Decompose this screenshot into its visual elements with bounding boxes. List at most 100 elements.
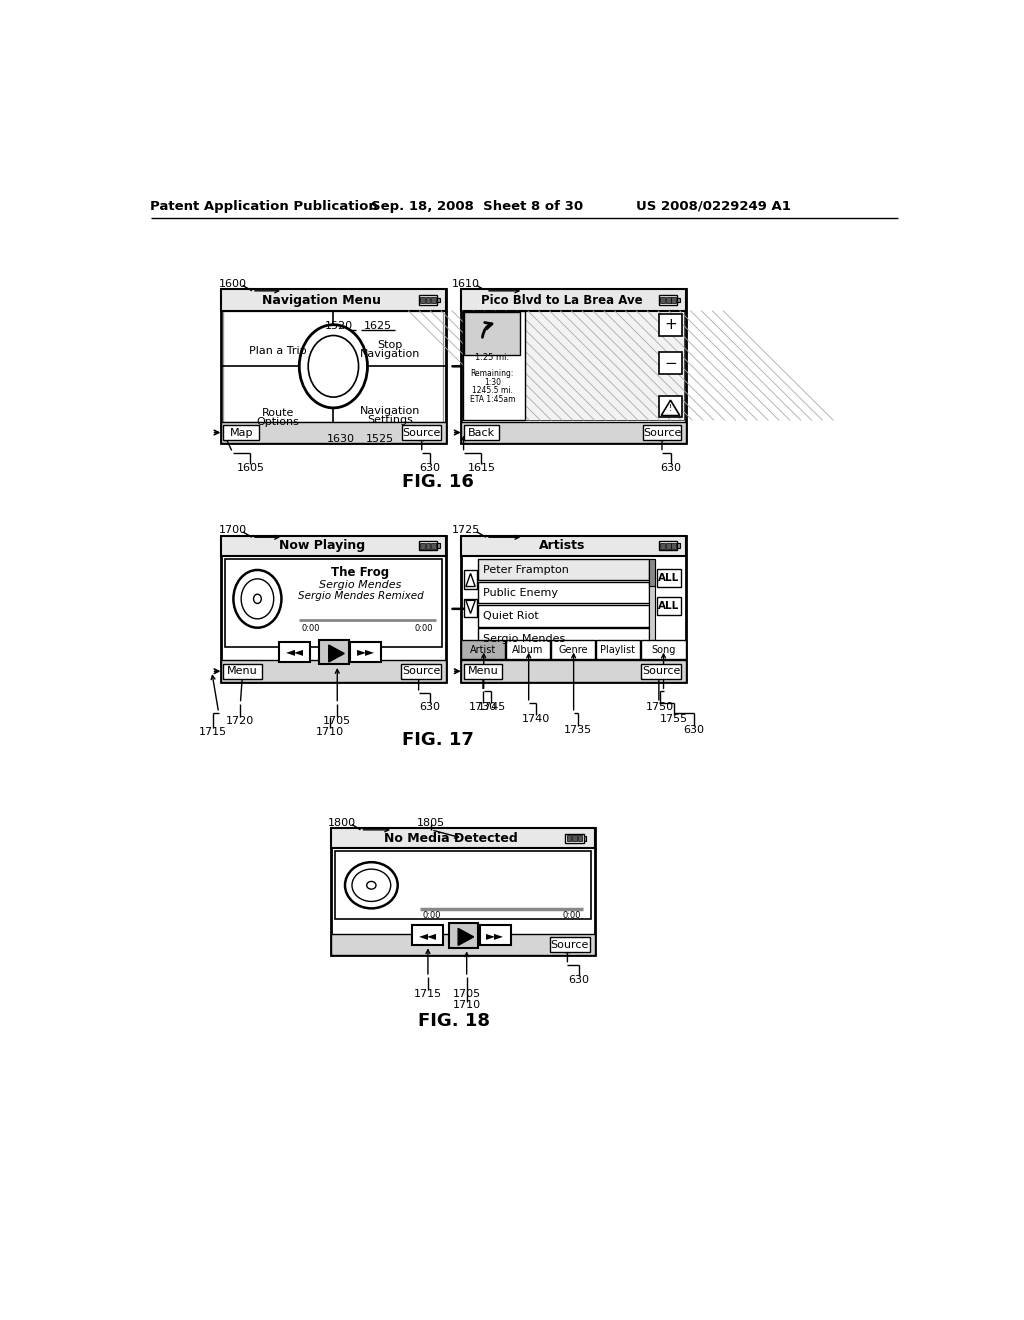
- Text: 630: 630: [683, 725, 705, 735]
- Text: Source: Source: [643, 428, 681, 437]
- Bar: [666, 297, 671, 304]
- Text: 630: 630: [660, 463, 681, 473]
- Text: 1710: 1710: [315, 727, 344, 737]
- Bar: [658, 352, 682, 374]
- Text: Source: Source: [402, 428, 441, 437]
- Ellipse shape: [345, 862, 397, 908]
- Text: Options: Options: [256, 417, 299, 426]
- Bar: [656, 569, 681, 587]
- Text: 1630: 1630: [327, 434, 355, 445]
- Text: 1600: 1600: [219, 279, 247, 289]
- Text: 1:30: 1:30: [483, 378, 501, 387]
- Bar: [478, 582, 649, 603]
- Text: 1745: 1745: [477, 702, 506, 711]
- Text: ◄◄: ◄◄: [286, 645, 304, 659]
- Ellipse shape: [233, 570, 282, 628]
- Text: ►►: ►►: [357, 645, 375, 659]
- Bar: [419, 541, 437, 550]
- Text: 1605: 1605: [237, 463, 264, 473]
- Text: 1725: 1725: [452, 525, 480, 536]
- Bar: [420, 297, 425, 304]
- Bar: [331, 933, 595, 956]
- Text: Playlist: Playlist: [600, 644, 635, 655]
- Text: Public Enemy: Public Enemy: [483, 587, 558, 598]
- Bar: [649, 558, 655, 651]
- Text: Song: Song: [651, 644, 676, 655]
- Bar: [656, 597, 681, 615]
- Ellipse shape: [299, 325, 368, 408]
- Bar: [431, 297, 435, 304]
- Text: FIG. 18: FIG. 18: [418, 1012, 489, 1030]
- Text: 1245.5 mi.: 1245.5 mi.: [472, 387, 513, 396]
- Bar: [565, 834, 584, 843]
- Text: ◄◄: ◄◄: [419, 929, 437, 942]
- Text: Menu: Menu: [468, 667, 499, 676]
- Bar: [350, 642, 381, 663]
- Text: Plan a Trip: Plan a Trip: [249, 346, 306, 356]
- Bar: [331, 829, 595, 956]
- Bar: [221, 422, 445, 444]
- Ellipse shape: [367, 882, 376, 890]
- Ellipse shape: [308, 335, 358, 397]
- Text: FIG. 17: FIG. 17: [402, 731, 474, 748]
- Bar: [223, 425, 259, 441]
- Bar: [658, 314, 682, 335]
- Text: Menu: Menu: [227, 667, 258, 676]
- Bar: [641, 640, 686, 659]
- Bar: [426, 297, 430, 304]
- Text: Peter Frampton: Peter Frampton: [483, 565, 568, 574]
- Bar: [660, 297, 665, 304]
- Bar: [678, 544, 680, 548]
- Bar: [461, 536, 686, 682]
- Text: The Frog: The Frog: [332, 566, 389, 579]
- Text: FIG. 16: FIG. 16: [402, 473, 474, 491]
- Text: Pico Blvd to La Brea Ave: Pico Blvd to La Brea Ave: [481, 293, 643, 306]
- Text: Sep. 18, 2008  Sheet 8 of 30: Sep. 18, 2008 Sheet 8 of 30: [371, 199, 583, 213]
- Bar: [672, 297, 676, 304]
- Bar: [464, 664, 503, 678]
- Text: Sergio Mendes Remixed: Sergio Mendes Remixed: [298, 591, 423, 601]
- Text: Stop: Stop: [377, 339, 402, 350]
- Text: −: −: [665, 355, 677, 371]
- Text: 1700: 1700: [219, 525, 247, 536]
- Bar: [426, 543, 430, 549]
- Text: Now Playing: Now Playing: [279, 539, 365, 552]
- Bar: [478, 605, 649, 627]
- Bar: [400, 664, 441, 678]
- Bar: [223, 664, 262, 678]
- Bar: [658, 541, 678, 550]
- Bar: [463, 312, 524, 420]
- Text: Patent Application Publication: Patent Application Publication: [150, 199, 378, 213]
- Bar: [464, 313, 520, 355]
- Text: 1525: 1525: [366, 434, 394, 445]
- Text: 1735: 1735: [563, 725, 592, 735]
- Bar: [221, 289, 445, 444]
- Bar: [221, 660, 445, 682]
- Polygon shape: [329, 645, 344, 663]
- Ellipse shape: [254, 594, 261, 603]
- Bar: [572, 836, 577, 841]
- Bar: [464, 570, 477, 589]
- Text: 1610: 1610: [452, 279, 480, 289]
- Bar: [221, 536, 445, 682]
- Bar: [463, 312, 684, 420]
- Text: 1705: 1705: [324, 715, 351, 726]
- Text: Source: Source: [551, 940, 589, 949]
- Text: US 2008/0229249 A1: US 2008/0229249 A1: [636, 199, 791, 213]
- Bar: [419, 296, 437, 305]
- Text: Genre: Genre: [558, 644, 588, 655]
- Ellipse shape: [241, 578, 273, 619]
- Bar: [461, 289, 686, 312]
- Bar: [461, 640, 506, 659]
- Bar: [437, 544, 439, 548]
- Bar: [666, 543, 671, 549]
- Text: 1750: 1750: [645, 702, 674, 711]
- Text: 1710: 1710: [453, 1001, 480, 1010]
- Text: 1720: 1720: [226, 715, 255, 726]
- Bar: [678, 298, 680, 302]
- Bar: [225, 558, 442, 647]
- Bar: [578, 836, 583, 841]
- Text: Map: Map: [229, 428, 253, 437]
- Bar: [221, 289, 445, 312]
- Text: 1715: 1715: [414, 989, 442, 999]
